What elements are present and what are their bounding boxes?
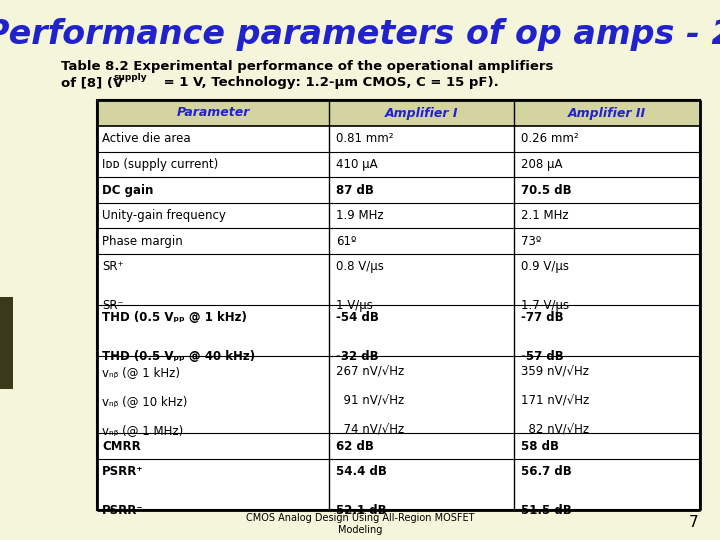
Text: Table 8.2 Experimental performance of the operational amplifiers: Table 8.2 Experimental performance of th… bbox=[61, 60, 554, 73]
Text: = 1 V, Technology: 1.2-μm CMOS, C = 15 pF).: = 1 V, Technology: 1.2-μm CMOS, C = 15 p… bbox=[159, 76, 499, 89]
Text: 267 nV/√Hz: 267 nV/√Hz bbox=[336, 366, 405, 379]
Text: -32 dB: -32 dB bbox=[336, 350, 379, 363]
Text: vₙᵦ (@ 10 kHz): vₙᵦ (@ 10 kHz) bbox=[102, 395, 188, 408]
Text: Active die area: Active die area bbox=[102, 132, 191, 145]
Text: vₙᵦ (@ 1 MHz): vₙᵦ (@ 1 MHz) bbox=[102, 424, 184, 437]
Bar bbox=[0, 297, 13, 389]
Text: 82 nV/√Hz: 82 nV/√Hz bbox=[521, 424, 590, 437]
Text: THD (0.5 Vₚₚ @ 1 kHz): THD (0.5 Vₚₚ @ 1 kHz) bbox=[102, 312, 247, 325]
Text: 56.7 dB: 56.7 dB bbox=[521, 465, 572, 478]
Text: 1 V/μs: 1 V/μs bbox=[336, 299, 373, 312]
Text: 2.1 MHz: 2.1 MHz bbox=[521, 209, 569, 222]
Text: 1.9 MHz: 1.9 MHz bbox=[336, 209, 384, 222]
Text: 54.4 dB: 54.4 dB bbox=[336, 465, 387, 478]
Text: 208 μA: 208 μA bbox=[521, 158, 563, 171]
Text: vₙᵦ (@ 1 kHz): vₙᵦ (@ 1 kHz) bbox=[102, 366, 180, 379]
Text: 61º: 61º bbox=[336, 235, 356, 248]
Text: 0.9 V/μs: 0.9 V/μs bbox=[521, 260, 570, 273]
Text: Parameter: Parameter bbox=[176, 106, 250, 119]
Text: Amplifier II: Amplifier II bbox=[568, 106, 646, 119]
Text: 0.8 V/μs: 0.8 V/μs bbox=[336, 260, 384, 273]
Text: Iᴅᴅ (supply current): Iᴅᴅ (supply current) bbox=[102, 158, 218, 171]
Text: PSRR⁺: PSRR⁺ bbox=[102, 465, 144, 478]
Text: THD (0.5 Vₚₚ @ 40 kHz): THD (0.5 Vₚₚ @ 40 kHz) bbox=[102, 350, 256, 363]
Text: supply: supply bbox=[113, 73, 147, 82]
Text: -57 dB: -57 dB bbox=[521, 350, 564, 363]
Text: 359 nV/√Hz: 359 nV/√Hz bbox=[521, 366, 589, 379]
Text: 171 nV/√Hz: 171 nV/√Hz bbox=[521, 395, 590, 408]
Text: SR⁺: SR⁺ bbox=[102, 260, 124, 273]
Text: 51.5 dB: 51.5 dB bbox=[521, 504, 572, 517]
Text: 87 dB: 87 dB bbox=[336, 184, 374, 197]
Text: DC gain: DC gain bbox=[102, 184, 153, 197]
Text: Phase margin: Phase margin bbox=[102, 235, 183, 248]
Text: 0.81 mm²: 0.81 mm² bbox=[336, 132, 394, 145]
Text: CMOS Analog Design Using All-Region MOSFET
Modeling: CMOS Analog Design Using All-Region MOSF… bbox=[246, 513, 474, 535]
Text: 62 dB: 62 dB bbox=[336, 440, 374, 453]
Text: 410 μA: 410 μA bbox=[336, 158, 378, 171]
Text: 70.5 dB: 70.5 dB bbox=[521, 184, 572, 197]
Text: -54 dB: -54 dB bbox=[336, 312, 379, 325]
Text: 91 nV/√Hz: 91 nV/√Hz bbox=[336, 395, 405, 408]
Bar bbox=[97, 100, 700, 126]
Text: 74 nV/√Hz: 74 nV/√Hz bbox=[336, 424, 405, 437]
Text: Amplifier I: Amplifier I bbox=[385, 106, 459, 119]
Text: 52.1 dB: 52.1 dB bbox=[336, 504, 387, 517]
Text: -77 dB: -77 dB bbox=[521, 312, 564, 325]
Text: 73º: 73º bbox=[521, 235, 541, 248]
Text: 7: 7 bbox=[689, 515, 698, 530]
Text: 58 dB: 58 dB bbox=[521, 440, 559, 453]
Text: of [8] (V: of [8] (V bbox=[61, 76, 123, 89]
Text: Unity-gain frequency: Unity-gain frequency bbox=[102, 209, 226, 222]
Text: PSRR⁻: PSRR⁻ bbox=[102, 504, 144, 517]
Text: SR⁻: SR⁻ bbox=[102, 299, 124, 312]
Bar bbox=[97, 100, 700, 510]
Text: Performance parameters of op amps - 2: Performance parameters of op amps - 2 bbox=[0, 18, 720, 51]
Text: 1.7 V/μs: 1.7 V/μs bbox=[521, 299, 570, 312]
Text: CMRR: CMRR bbox=[102, 440, 141, 453]
Text: 0.26 mm²: 0.26 mm² bbox=[521, 132, 579, 145]
